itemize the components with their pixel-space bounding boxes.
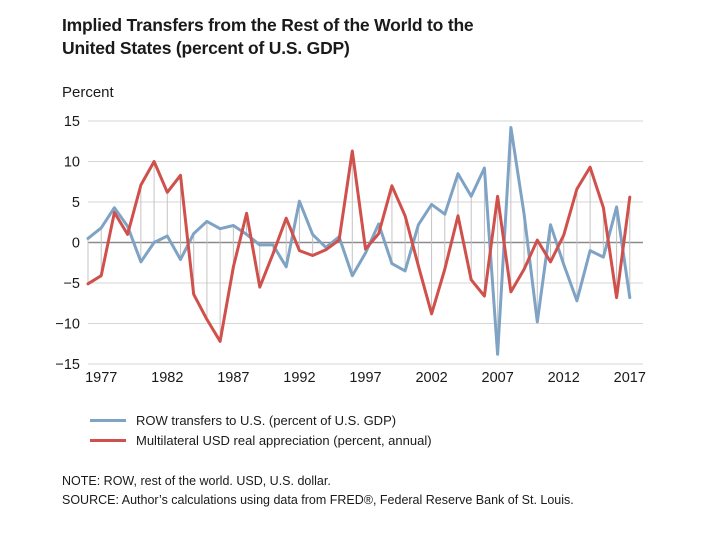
legend: ROW transfers to U.S. (percent of U.S. G… — [90, 410, 432, 450]
chart-title: Implied Transfers from the Rest of the W… — [62, 14, 662, 60]
x-tick-label: 2002 — [415, 370, 447, 386]
legend-item-usd: Multilateral USD real appreciation (perc… — [90, 430, 432, 450]
x-tick-label: 2007 — [482, 370, 514, 386]
y-tick-label: 5 — [72, 195, 80, 211]
x-tick-label: 1982 — [151, 370, 183, 386]
legend-swatch-row — [90, 418, 126, 422]
y-tick-label: −5 — [63, 276, 80, 292]
y-axis-label: Percent — [62, 84, 114, 101]
series-line-usd-appreciation — [86, 149, 632, 343]
series-line-row-transfers — [86, 126, 632, 356]
notes: NOTE: ROW, rest of the world. USD, U.S. … — [62, 472, 574, 510]
legend-swatch-usd — [90, 438, 126, 442]
x-tick-label: 1987 — [217, 370, 249, 386]
x-tick-label: 1992 — [283, 370, 315, 386]
chart-svg: 15 10 5 0 −5 −10 −15 1977 1982 1987 1992 1997 2002 20… — [55, 114, 646, 386]
legend-label-row: ROW transfers to U.S. (percent of U.S. G… — [136, 412, 397, 428]
y-tick-label: 10 — [64, 155, 80, 171]
y-tick-label: −15 — [55, 357, 80, 373]
note-text: NOTE: ROW, rest of the world. USD, U.S. … — [62, 474, 331, 488]
y-tick-label: 15 — [64, 114, 80, 130]
legend-label-usd: Multilateral USD real appreciation (perc… — [136, 432, 432, 448]
chart-title-line2: United States (percent of U.S. GDP) — [62, 38, 350, 58]
y-tick-label: −10 — [55, 317, 80, 333]
legend-item-row: ROW transfers to U.S. (percent of U.S. G… — [90, 410, 432, 430]
source-text: SOURCE: Author’s calculations using data… — [62, 493, 574, 507]
x-tick-label: 1997 — [349, 370, 381, 386]
x-tick-label: 2012 — [548, 370, 580, 386]
y-tick-label: 0 — [72, 236, 80, 252]
x-tick-label: 2017 — [614, 370, 646, 386]
x-tick-label: 1977 — [85, 370, 117, 386]
chart-title-line1: Implied Transfers from the Rest of the W… — [62, 15, 474, 35]
